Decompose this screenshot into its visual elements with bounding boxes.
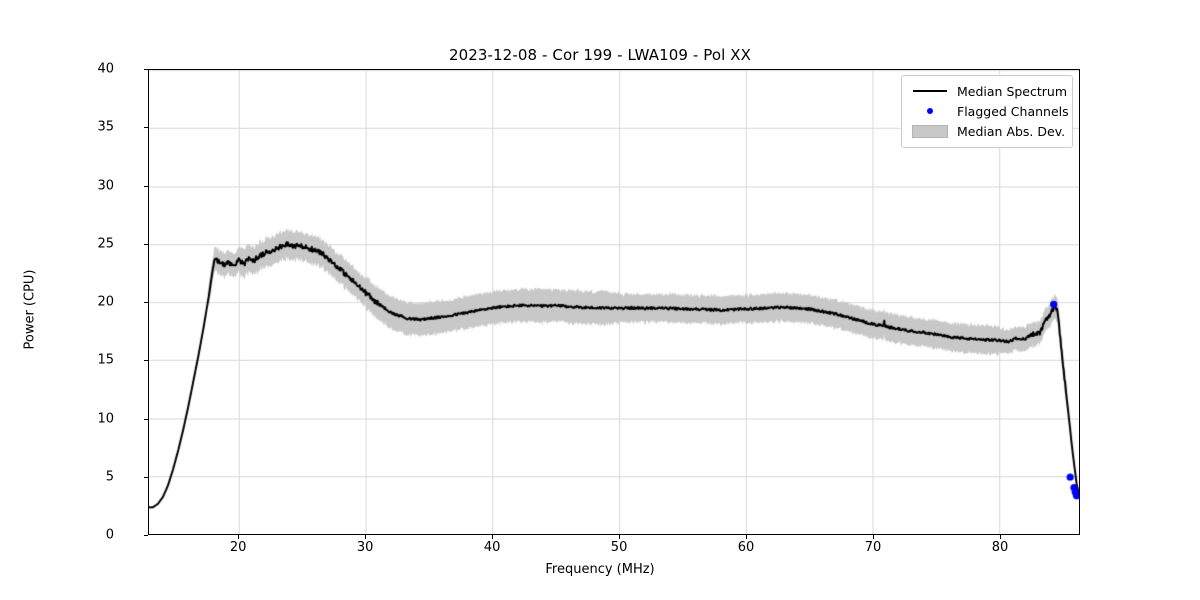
x-tick-label: 20 xyxy=(229,540,247,555)
x-tick-label: 50 xyxy=(610,540,628,555)
legend-patch-icon xyxy=(909,124,951,138)
y-axis-label: Power (CPU) xyxy=(22,269,38,350)
y-tick-label: 35 xyxy=(97,119,114,135)
y-tick-mark xyxy=(144,535,148,537)
x-tick-label: 30 xyxy=(356,540,374,555)
x-tick-label: 80 xyxy=(991,540,1009,555)
y-tick-mark xyxy=(144,360,148,362)
y-tick-label: 15 xyxy=(97,352,114,368)
y-tick-mark xyxy=(144,127,148,129)
y-tick-label: 0 xyxy=(105,527,114,543)
x-axis-label: Frequency (MHz) xyxy=(545,562,655,577)
legend-item-flagged-channels: Flagged Channels xyxy=(909,101,1069,121)
x-tick-mark xyxy=(619,535,621,539)
y-tick-label: 10 xyxy=(97,411,114,426)
y-tick-mark xyxy=(144,243,148,245)
x-tick-label: 60 xyxy=(737,540,755,555)
y-tick-mark xyxy=(144,418,148,420)
x-tick-mark xyxy=(873,535,875,539)
page-title: 2023-12-08 - Cor 199 - LWA109 - Pol XX xyxy=(448,46,752,64)
legend-label-median-spectrum: Median Spectrum xyxy=(957,83,1068,99)
y-tick-label: 5 xyxy=(105,469,114,485)
x-tick-label: 70 xyxy=(864,540,882,555)
legend-dot-icon xyxy=(909,108,951,114)
legend-label-flagged-channels: Flagged Channels xyxy=(957,103,1069,119)
legend-item-median-abs-dev: Median Abs. Dev. xyxy=(909,121,1065,141)
y-tick-label: 30 xyxy=(97,178,114,193)
legend-label-median-abs-dev: Median Abs. Dev. xyxy=(957,123,1066,139)
x-tick-mark xyxy=(492,535,494,539)
x-tick-mark xyxy=(365,535,367,539)
y-tick-mark xyxy=(144,302,148,304)
y-tick-mark xyxy=(144,69,148,71)
x-tick-mark xyxy=(746,535,748,539)
y-tick-mark xyxy=(144,185,148,187)
y-tick-label: 20 xyxy=(97,294,114,310)
y-tick-mark xyxy=(144,476,148,478)
legend-line-icon xyxy=(909,89,951,93)
x-tick-mark xyxy=(238,535,240,539)
legend-item-median-spectrum: Median Spectrum xyxy=(909,81,1068,101)
x-tick-label: 40 xyxy=(483,540,501,555)
y-tick-label: 25 xyxy=(97,236,114,252)
x-tick-mark xyxy=(1000,535,1002,539)
y-tick-label: 40 xyxy=(97,61,114,77)
chart-legend: Median Spectrum Flagged Channels Median … xyxy=(901,75,1073,148)
